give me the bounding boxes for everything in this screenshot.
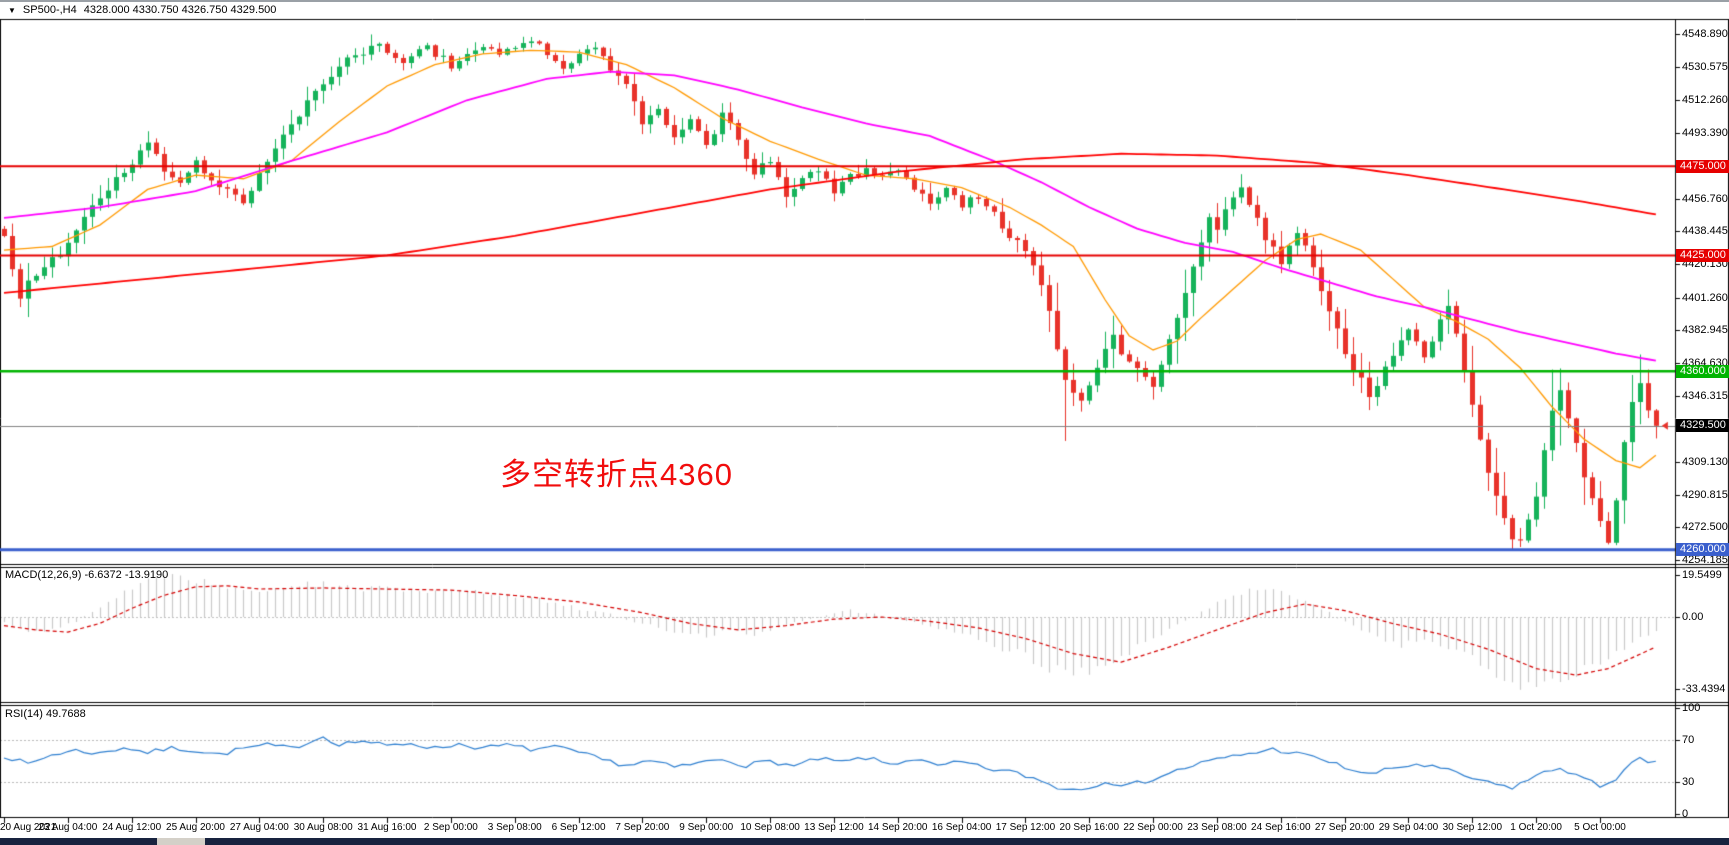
macd-indicator-label: MACD(12,26,9) -6.6372 -13.9190	[5, 569, 169, 581]
price-axis[interactable]	[1675, 20, 1729, 818]
price-axis-label: 4382.945	[1682, 324, 1728, 337]
time-axis-label: 14 Sep 20:00	[868, 822, 928, 833]
price-axis-label: 4254.185	[1682, 554, 1728, 567]
time-axis-label: 3 Sep 08:00	[487, 822, 542, 833]
price-level-badge: 4475.000	[1676, 159, 1729, 173]
price-level-badge: 4425.000	[1676, 248, 1729, 262]
price-axis-label: 4493.390	[1682, 127, 1728, 140]
time-axis-label: 20 Aug 2021	[0, 822, 57, 833]
price-axis-label: 4290.815	[1682, 488, 1728, 501]
rsi-axis-label: 70	[1682, 733, 1695, 746]
time-axis[interactable]	[0, 818, 1675, 838]
rsi-axis-label: 100	[1682, 702, 1701, 714]
time-axis-label: 31 Aug 16:00	[357, 822, 417, 833]
rsi-axis-label: 0	[1682, 808, 1689, 820]
price-axis-label: 4346.315	[1682, 389, 1728, 402]
price-axis-label: 4456.760	[1682, 192, 1728, 205]
price-axis-label: 4512.260	[1682, 93, 1728, 106]
time-axis-label: 22 Sep 00:00	[1123, 822, 1183, 833]
time-axis-label: 7 Sep 20:00	[615, 822, 670, 833]
time-axis-label: 30 Aug 08:00	[293, 822, 353, 833]
time-axis-label: 17 Sep 12:00	[995, 822, 1056, 833]
time-axis-label: 24 Sep 16:00	[1251, 822, 1311, 833]
time-axis-label: 20 Sep 16:00	[1059, 822, 1120, 833]
time-axis-label: 27 Sep 20:00	[1314, 822, 1375, 833]
scrollbar-gap[interactable]	[157, 838, 205, 845]
time-axis-label: 5 Oct 00:00	[1574, 822, 1626, 833]
time-axis-label: 23 Sep 08:00	[1187, 822, 1247, 833]
price-axis-label: 4401.260	[1682, 291, 1728, 304]
time-axis-label: 13 Sep 12:00	[804, 822, 864, 833]
chart-title-symbol: SP500-,H4	[22, 4, 77, 16]
price-axis-label: 4272.500	[1682, 521, 1728, 534]
time-axis-label: 16 Sep 04:00	[931, 822, 992, 833]
scrollbar-track[interactable]	[205, 838, 1729, 845]
time-axis-label: 23 Aug 04:00	[38, 822, 98, 833]
macd-axis-label: -33.4394	[1682, 682, 1726, 695]
macd-axis-label: 19.5499	[1682, 568, 1722, 581]
chart-titlebar[interactable]: ▼ SP500-,H4 4328.000 4330.750 4326.750 4…	[0, 2, 1729, 18]
time-axis-label: 25 Aug 20:00	[166, 822, 225, 833]
time-axis-label: 24 Aug 12:00	[102, 822, 162, 833]
rsi-axis-label: 30	[1682, 776, 1695, 789]
price-axis-label: 4530.575	[1682, 61, 1728, 74]
time-axis-label: 10 Sep 08:00	[740, 822, 800, 833]
price-level-badge: 4260.000	[1676, 543, 1729, 557]
chart-annotation-text: 多空转折点4360	[500, 457, 733, 492]
time-axis-label: 27 Aug 04:00	[229, 822, 289, 833]
price-axis-label: 4438.445	[1682, 225, 1728, 238]
horizontal-scrollbar[interactable]	[0, 838, 1729, 845]
time-axis-label: 2 Sep 00:00	[423, 822, 478, 833]
chart-dropdown-icon[interactable]: ▼	[8, 5, 16, 15]
current-price-badge: 4329.500	[1676, 419, 1729, 433]
price-axis-label: 4548.890	[1682, 28, 1728, 41]
rsi-indicator-label: RSI(14) 49.7688	[5, 708, 86, 720]
time-axis-label: 6 Sep 12:00	[551, 822, 606, 833]
time-axis-label: 1 Oct 20:00	[1510, 822, 1562, 833]
price-axis-label: 4309.130	[1682, 456, 1728, 469]
price-level-badge: 4360.000	[1676, 364, 1729, 378]
macd-axis-label: 0.00	[1682, 611, 1704, 623]
scrollbar-track[interactable]	[0, 838, 157, 845]
time-axis-label: 29 Sep 04:00	[1378, 822, 1439, 833]
time-axis-label: 9 Sep 00:00	[679, 822, 734, 833]
chart-title-ohlc: 4328.000 4330.750 4326.750 4329.500	[83, 4, 277, 16]
time-axis-label: 30 Sep 12:00	[1442, 822, 1503, 833]
